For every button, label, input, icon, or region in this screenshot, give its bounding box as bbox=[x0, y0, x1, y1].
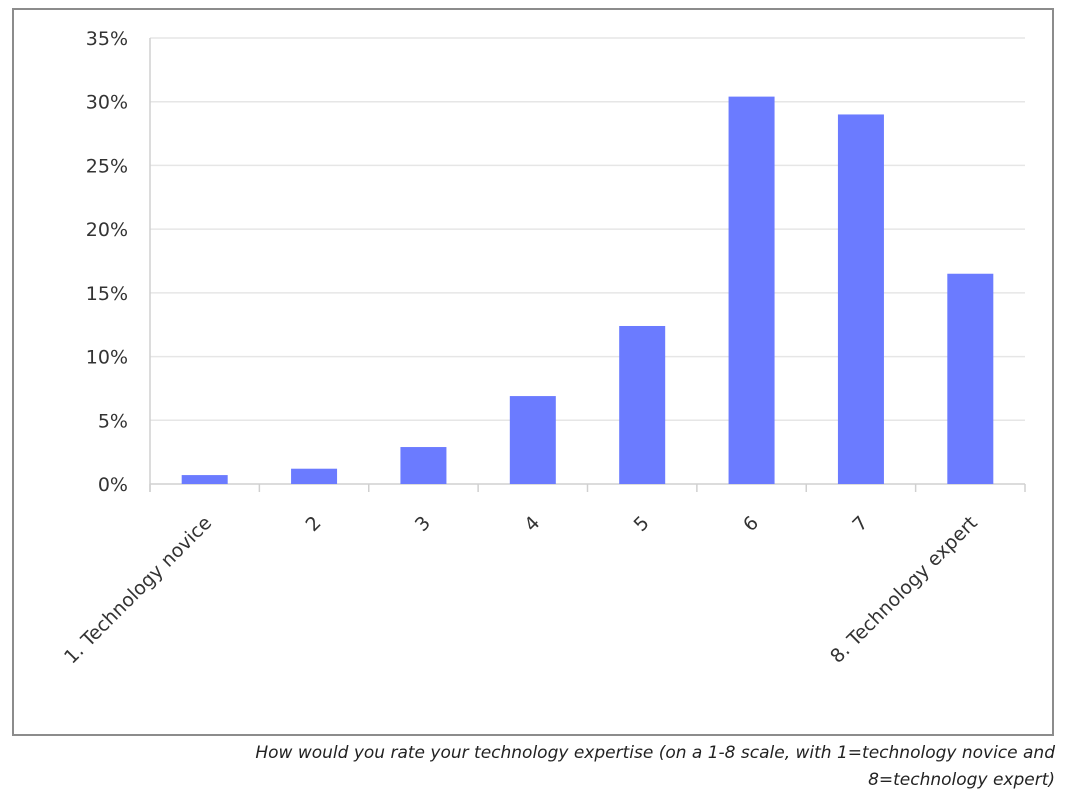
bar bbox=[291, 468, 338, 484]
bar bbox=[619, 325, 666, 484]
y-tick-label: 0% bbox=[98, 474, 128, 496]
y-tick-label: 5% bbox=[98, 410, 128, 432]
x-tick-label: 1. Technology novice bbox=[60, 512, 216, 668]
x-tick-label: 4 bbox=[520, 512, 544, 536]
bar bbox=[947, 273, 994, 484]
bar-chart: 0% 5% 10% 15% 20% 25% 30% 35% 1. Technology nov… bbox=[60, 28, 1026, 668]
axes bbox=[149, 38, 1026, 492]
caption-line-1: How would you rate your technology exper… bbox=[255, 743, 1055, 763]
caption-line-2: 8=technology expert) bbox=[868, 770, 1055, 790]
bar bbox=[728, 96, 775, 485]
y-tick-labels: 0% 5% 10% 15% 20% 25% 30% 35% bbox=[86, 28, 128, 496]
x-tick-label: 5 bbox=[630, 512, 654, 536]
chart-caption: How would you rate your technology exper… bbox=[55, 740, 1055, 794]
y-tick-label: 30% bbox=[86, 92, 128, 114]
x-tick-label: 8. Technology expert bbox=[826, 512, 982, 668]
bar bbox=[837, 114, 884, 484]
y-tick-label: 20% bbox=[86, 219, 128, 241]
bar bbox=[400, 447, 447, 484]
bar bbox=[181, 475, 228, 484]
y-tick-label: 25% bbox=[86, 155, 128, 177]
x-tick-labels: 1. Technology novice 2 3 4 5 6 78. Technology … bbox=[60, 512, 982, 668]
bar bbox=[509, 396, 556, 484]
y-tick-label: 15% bbox=[86, 283, 128, 305]
y-tick-label: 35% bbox=[86, 28, 128, 50]
x-tick-label: 2 bbox=[301, 512, 325, 536]
x-tick-label: 6 bbox=[739, 512, 763, 536]
y-tick-label: 10% bbox=[86, 347, 128, 369]
gridlines bbox=[150, 37, 1025, 422]
x-tick-label: 3 bbox=[411, 512, 435, 536]
x-tick-label: 7 bbox=[848, 512, 872, 536]
bars bbox=[181, 96, 994, 485]
